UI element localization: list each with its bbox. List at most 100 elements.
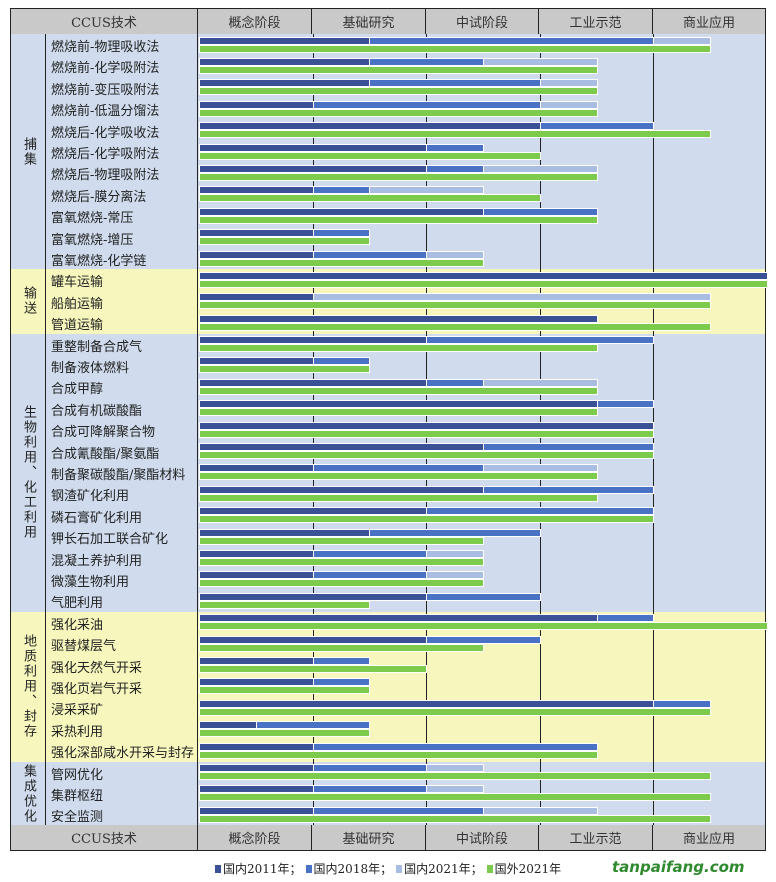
bar-cn2011	[199, 721, 257, 730]
bar-foreign2021	[199, 707, 712, 716]
tech-label: 燃烧前-变压吸附法	[51, 82, 160, 98]
bar-foreign2021	[199, 258, 484, 267]
bar-foreign2021	[199, 386, 598, 395]
bar-foreign2021	[199, 536, 484, 545]
tech-label: 浸采采矿	[51, 703, 104, 719]
bar-cn2011	[199, 57, 371, 66]
tech-label: 制备液体燃料	[51, 360, 130, 376]
bar-foreign2021	[199, 665, 428, 674]
bar-cn2018	[369, 528, 541, 537]
bar-foreign2021	[199, 172, 598, 181]
bar-foreign2021	[199, 793, 712, 802]
bar-foreign2021	[199, 44, 712, 53]
tech-label: 强化深部咸水开采与封存	[51, 746, 195, 762]
bar-cn2021	[483, 464, 598, 473]
header-tech: CCUS技术	[11, 9, 198, 34]
bar-cn2011	[199, 378, 428, 387]
footer-stage-2: 基础研究	[312, 825, 426, 850]
bar-cn2021	[369, 186, 484, 195]
bar-foreign2021	[199, 301, 712, 310]
legend-label: 国内2021年；	[404, 862, 483, 876]
stage-gridline	[653, 333, 655, 612]
footer-tech: CCUS技术	[11, 825, 198, 850]
bar-cn2018	[426, 378, 484, 387]
bar-cn2018	[312, 229, 371, 238]
tech-label: 气肥利用	[51, 596, 104, 612]
bar-foreign2021	[199, 429, 655, 438]
group-4: 集成优化 管网优化 集群枢纽 安全监测	[11, 761, 765, 826]
bar-cn2018	[483, 485, 655, 494]
bar-cn2011	[199, 357, 314, 366]
bar-cn2021	[426, 571, 484, 580]
bar-cn2011	[199, 657, 314, 666]
tech-label: 钾长石加工联合矿化	[51, 532, 169, 548]
bar-cn2018	[369, 79, 541, 88]
footer-stage-3: 中试阶段	[426, 825, 539, 850]
bar-cn2018	[312, 357, 371, 366]
bar-cn2021	[312, 293, 712, 302]
bar-cn2018	[596, 614, 655, 623]
bar-cn2011	[199, 164, 428, 173]
bar-cn2021	[483, 57, 598, 66]
bar-cn2011	[199, 764, 314, 773]
bar-cn2011	[199, 336, 428, 345]
bar-cn2018	[426, 143, 484, 152]
bar-cn2021	[539, 100, 598, 109]
tech-label: 燃烧后-膜分离法	[51, 189, 147, 205]
column-divider	[197, 269, 198, 334]
stage-gridline	[426, 611, 428, 762]
bar-foreign2021	[199, 686, 371, 695]
header-stage-4: 工业示范	[539, 9, 653, 34]
tech-label: 集群枢纽	[51, 788, 104, 804]
header-stage-3: 中试阶段	[426, 9, 539, 34]
tech-label: 燃烧前-低温分馏法	[51, 104, 160, 120]
bar-cn2011	[199, 785, 314, 794]
bar-cn2018	[312, 186, 371, 195]
tech-label: 重整制备合成气	[51, 339, 143, 355]
bar-foreign2021	[199, 579, 484, 588]
bar-foreign2021	[199, 237, 371, 246]
bar-foreign2021	[199, 408, 598, 417]
tech-label: 燃烧后-物理吸附法	[51, 168, 160, 184]
bar-cn2021	[483, 378, 598, 387]
legend: 国内2011年； 国内2018年； 国内2021年； 国外2021年	[215, 860, 561, 877]
legend-label: 国内2018年；	[313, 862, 393, 876]
tech-label: 燃烧后-化学吸附法	[51, 147, 160, 162]
bar-foreign2021	[199, 622, 768, 631]
bar-cn2018	[312, 464, 484, 473]
tech-label: 管道运输	[51, 318, 104, 334]
bar-cn2018	[312, 678, 371, 687]
group-0: 捕集 燃烧前-物理吸收法 燃烧前-化学吸附法 燃烧前-变压吸附法 燃烧前-低温分馏法 燃烧…	[11, 34, 765, 270]
bar-foreign2021	[199, 600, 371, 609]
bar-cn2018	[312, 785, 428, 794]
bar-foreign2021	[199, 772, 712, 781]
bar-cn2011	[199, 571, 314, 580]
bar-cn2018	[653, 699, 712, 708]
bar-cn2011	[199, 806, 314, 815]
footer-stage-4: 工业示范	[539, 825, 653, 850]
bar-cn2011	[199, 293, 314, 302]
tech-label: 燃烧前-化学吸附法	[51, 61, 160, 77]
bar-cn2011	[199, 699, 655, 708]
tech-label: 驱替煤层气	[51, 639, 117, 655]
tech-label: 富氧燃烧-增压	[51, 232, 134, 248]
bar-foreign2021	[199, 194, 541, 203]
bar-cn2018	[426, 635, 541, 644]
tech-label: 合成可降解聚合物	[51, 425, 156, 441]
stage-gridline	[539, 611, 541, 762]
tech-label: 采热利用	[51, 724, 104, 740]
bar-cn2021	[483, 806, 598, 815]
column-divider	[197, 611, 198, 762]
bar-cn2011	[199, 485, 484, 494]
bar-cn2018	[426, 592, 541, 601]
tech-label: 强化页岩气开采	[51, 681, 143, 697]
tech-label: 合成氰酸酯/聚氨酯	[51, 446, 160, 462]
group-label: 集成优化	[11, 761, 46, 826]
bar-foreign2021	[199, 322, 712, 331]
bar-cn2011	[199, 635, 428, 644]
tech-label: 强化采油	[51, 617, 104, 633]
bar-cn2011	[199, 528, 371, 537]
bar-foreign2021	[199, 472, 598, 481]
group-1: 输送 罐车运输 船舶运输 管道运输	[11, 269, 768, 334]
tech-label: 燃烧前-物理吸收法	[51, 40, 160, 55]
